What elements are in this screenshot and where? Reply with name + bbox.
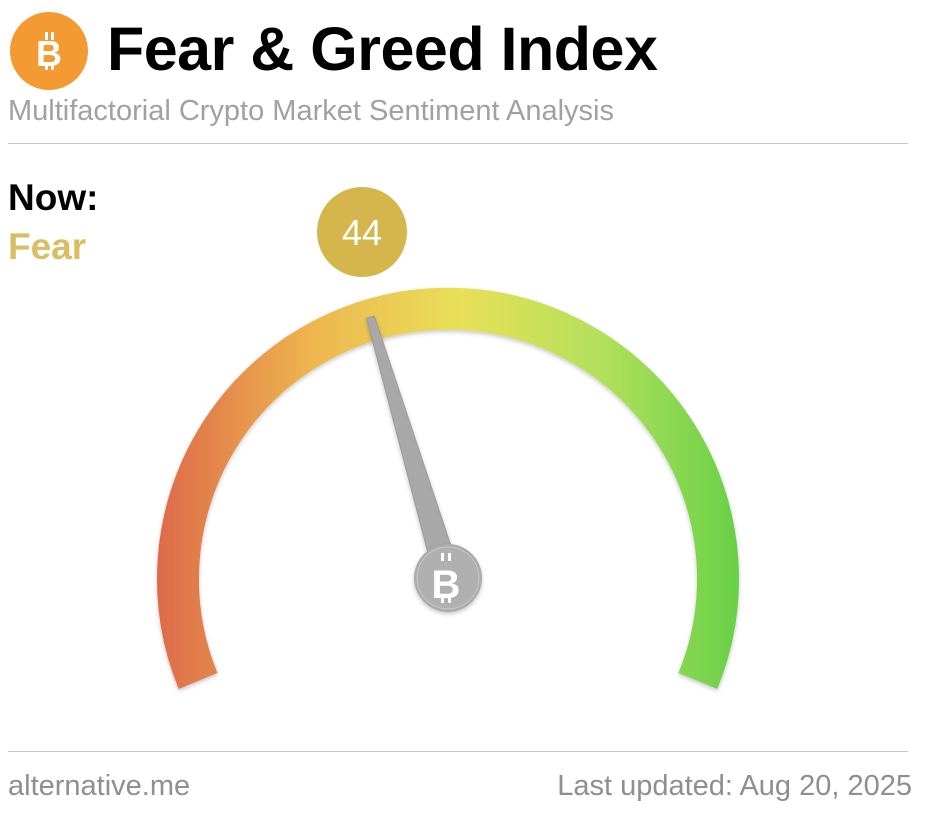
- value-badge: 44: [317, 187, 407, 277]
- now-label: Now:: [8, 177, 99, 218]
- bitcoin-icon: B: [36, 32, 62, 73]
- bitcoin-icon: B: [432, 553, 461, 607]
- gauge-value: 44: [342, 212, 382, 253]
- footer-divider: [8, 751, 908, 752]
- header-divider: [8, 143, 908, 144]
- sentiment-classification: Fear: [8, 226, 87, 267]
- svg-text:B: B: [36, 33, 62, 73]
- gauge-needle: [365, 315, 462, 583]
- page-subtitle: Multifactorial Crypto Market Sentiment A…: [8, 95, 614, 127]
- page-title: Fear & Greed Index: [107, 15, 658, 83]
- gauge-arc: [157, 287, 739, 689]
- svg-text:B: B: [432, 563, 461, 607]
- gauge-hub: B: [414, 544, 482, 612]
- bitcoin-logo: B: [10, 12, 88, 90]
- source-link[interactable]: alternative.me: [8, 770, 191, 802]
- last-updated: Last updated: Aug 20, 2025: [557, 770, 912, 802]
